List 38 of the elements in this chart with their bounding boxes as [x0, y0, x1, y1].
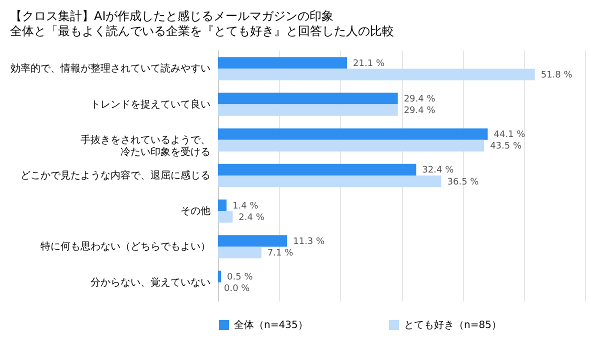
legend-label: とても好き（n=85） [404, 320, 502, 331]
y-tick-label: 特に何も思わない（どちらでもよい） [40, 240, 210, 253]
chart-title: 【クロス集計】AIが作成したと感じるメールマガジンの印象 [10, 9, 334, 23]
legend-label: 全体（n=435） [234, 319, 308, 331]
data-label: 51.8 % [540, 70, 573, 80]
chart-subtitle: 全体と「最もよく読んでいる企業を『とても好き』と回答した人の比較 [10, 24, 394, 38]
bar [218, 235, 288, 247]
data-label: 21.1 % [353, 58, 385, 69]
data-label: 32.4 % [422, 166, 454, 176]
data-label: 44.1 % [494, 130, 526, 140]
bar [218, 128, 488, 140]
bar [218, 92, 398, 104]
y-tick-label: 分からない、覚えていない [90, 276, 210, 288]
data-label: 7.1 % [267, 248, 294, 258]
bar [218, 270, 222, 282]
y-tick-label: トレンドを捉えていて良い [90, 98, 210, 110]
bar [218, 246, 262, 258]
data-label: 0.0 % [224, 284, 250, 294]
data-label: 0.5 % [227, 272, 254, 283]
bar [218, 104, 398, 116]
bar [218, 57, 348, 69]
bar [218, 68, 535, 80]
bar [218, 176, 442, 188]
data-label: 11.3 % [293, 236, 326, 247]
bar [218, 140, 484, 152]
y-tick-label: その他 [180, 205, 210, 218]
bar [218, 164, 416, 176]
y-tick-label: どこかで見たような内容で、退屈に感じる [20, 170, 210, 182]
y-tick-label: 効率的で、情報が整理されていて読みやすい [10, 62, 210, 75]
data-label: 2.4 % [238, 212, 265, 223]
data-label: 36.5 % [447, 177, 480, 188]
bar [218, 211, 233, 223]
y-tick-label: 手抜きをされているようで、冷たい印象を受ける [80, 134, 210, 158]
data-label: 43.5 % [490, 142, 522, 152]
data-label: 29.4 % [404, 94, 436, 105]
bar [218, 200, 227, 212]
data-label: 29.4 % [404, 106, 436, 116]
data-label: 1.4 % [232, 201, 259, 212]
